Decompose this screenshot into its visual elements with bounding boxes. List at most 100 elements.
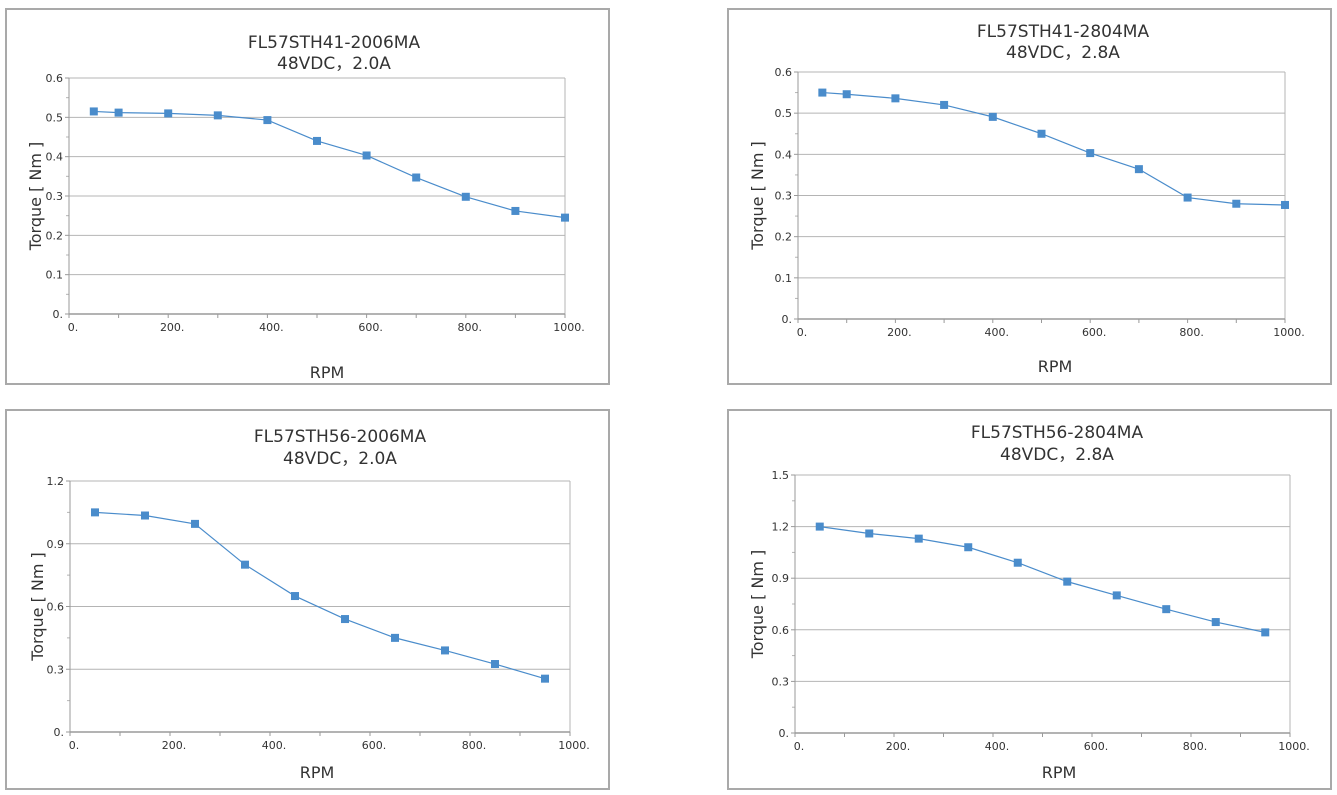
data-point	[1232, 199, 1241, 208]
data-point	[1086, 149, 1095, 158]
data-point	[341, 615, 349, 624]
y-tick-label: 0.5	[46, 111, 64, 124]
y-tick-label: 0.6	[772, 624, 790, 637]
x-tick-label: 0.	[797, 326, 808, 339]
x-tick-label: 1000.	[1278, 740, 1310, 753]
data-point	[441, 646, 449, 655]
x-tick-label: 800.	[458, 321, 483, 334]
data-point	[914, 534, 923, 543]
x-tick-label: 200.	[160, 321, 185, 334]
data-point	[891, 94, 900, 103]
data-point	[191, 519, 199, 528]
x-tick-label: 600.	[358, 321, 383, 334]
y-tick-label: 0.2	[46, 229, 64, 242]
chart-svg: FL57STH41-2006MA48VDC，2.0A0.0.10.20.30.4…	[26, 33, 585, 382]
y-axis-label: Torque [ Nm ]	[748, 550, 767, 660]
data-point	[1281, 200, 1289, 209]
data-point	[1112, 591, 1121, 600]
y-tick-label: 0.5	[775, 107, 793, 120]
y-tick-label: 0.9	[772, 572, 790, 585]
data-point	[865, 529, 874, 538]
data-point	[1162, 605, 1171, 614]
x-tick-label: 1000.	[553, 321, 585, 334]
x-tick-label: 400.	[262, 739, 287, 752]
y-tick-label: 0.3	[46, 190, 64, 203]
y-tick-label: 0.4	[775, 148, 793, 161]
chart-subtitle: 48VDC，2.0A	[283, 449, 397, 469]
x-tick-label: 0.	[794, 740, 805, 753]
chart-svg: FL57STH41-2804MA48VDC，2.8A0.0.10.20.30.4…	[748, 22, 1305, 376]
chart-title: FL57STH56-2804MA	[971, 423, 1144, 443]
data-point	[362, 151, 371, 160]
x-axis-label: RPM	[300, 763, 335, 782]
chart-panel: FL57STH56-2006MA 48VDC，2.0A 0. 0.3 0.6 0.9 1.2…	[5, 409, 610, 790]
chart-panel: FL57STH41-2804MA 48VDC，2.8A 0. 0.1 0.2 0.3 0.4…	[727, 8, 1332, 385]
y-tick-label: 1.2	[772, 521, 790, 534]
x-tick-label: 400.	[985, 740, 1010, 753]
x-tick-label: 0.	[69, 739, 80, 752]
data-point	[1261, 628, 1270, 637]
chart-title: FL57STH41-2804MA	[977, 22, 1150, 42]
data-point	[940, 100, 949, 109]
x-tick-label: 400.	[259, 321, 284, 334]
data-point	[815, 522, 824, 531]
data-point	[541, 674, 549, 683]
x-tick-label: 1000.	[558, 739, 590, 752]
series-line	[93, 110, 566, 219]
y-tick-label: 0.9	[47, 538, 65, 551]
x-tick-label: 0.	[68, 321, 79, 334]
data-point	[461, 192, 470, 201]
x-tick-label: 600.	[362, 739, 387, 752]
y-axis-label: Torque [ Nm ]	[26, 142, 45, 252]
data-point	[241, 560, 249, 569]
y-tick-label: 0.6	[46, 72, 64, 85]
data-point	[1183, 193, 1192, 202]
x-tick-label: 800.	[1179, 326, 1204, 339]
x-axis-label: RPM	[1038, 357, 1073, 376]
data-point	[561, 213, 569, 222]
data-point	[91, 508, 99, 517]
y-tick-label: 0.1	[46, 269, 64, 282]
data-point	[263, 116, 272, 125]
y-tick-label: 0.	[779, 727, 790, 740]
y-tick-label: 0.6	[47, 601, 65, 614]
y-tick-label: 0.1	[775, 272, 793, 285]
y-tick-label: 0.3	[772, 675, 790, 688]
data-point	[491, 660, 499, 669]
x-tick-label: 400.	[985, 326, 1010, 339]
data-point	[1134, 165, 1143, 174]
chart-subtitle: 48VDC，2.8A	[1006, 43, 1120, 63]
data-point	[1037, 129, 1046, 138]
x-axis-label: RPM	[1042, 763, 1077, 782]
x-tick-label: 200.	[887, 326, 912, 339]
data-point	[291, 592, 299, 601]
data-point	[114, 108, 123, 117]
y-tick-label: 0.4	[46, 151, 64, 164]
x-tick-label: 800.	[1183, 740, 1208, 753]
series-line	[94, 511, 546, 680]
x-tick-label: 1000.	[1273, 326, 1305, 339]
data-point	[141, 511, 149, 520]
chart-title: FL57STH56-2006MA	[254, 427, 427, 447]
data-point	[842, 90, 851, 99]
series-line	[819, 526, 1266, 633]
data-point	[818, 88, 827, 97]
data-point	[988, 112, 997, 121]
data-point	[1063, 577, 1072, 586]
y-tick-label: 0.	[782, 313, 793, 326]
chart-panel: FL57STH56-2804MA 48VDC，2.8A 0. 0.3 0.6 0.9 1.2…	[727, 409, 1332, 790]
y-axis-label: Torque [ Nm ]	[748, 141, 767, 251]
chart-subtitle: 48VDC，2.0A	[277, 54, 391, 74]
chart-subtitle: 48VDC，2.8A	[1000, 445, 1114, 465]
series-line	[822, 91, 1286, 206]
y-tick-label: 1.5	[772, 469, 790, 482]
x-tick-label: 600.	[1084, 740, 1109, 753]
data-point	[391, 633, 399, 642]
data-point	[1013, 558, 1022, 567]
data-point	[213, 111, 222, 120]
data-point	[412, 173, 421, 182]
x-tick-label: 600.	[1082, 326, 1107, 339]
data-point	[89, 107, 98, 116]
